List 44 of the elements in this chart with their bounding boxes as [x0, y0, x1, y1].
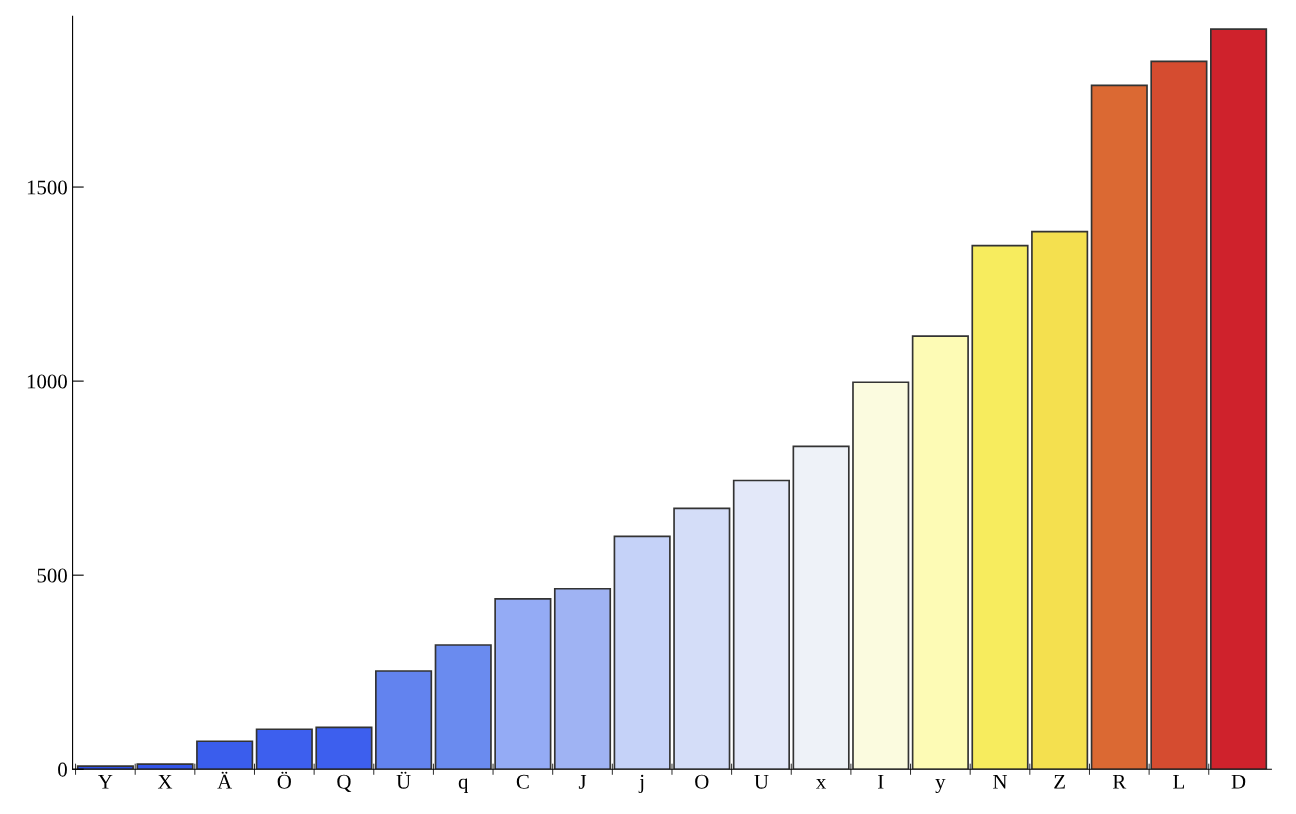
- bar: [196, 740, 254, 770]
- y-tick-label: 0: [58, 762, 67, 777]
- x-tick-label: U: [754, 774, 769, 789]
- x-tick-label: y: [935, 778, 946, 793]
- x-tick-label: N: [993, 774, 1008, 789]
- x-tick-label: Ä: [217, 771, 233, 789]
- bar: [1150, 60, 1208, 770]
- bar: [792, 445, 850, 770]
- x-tick-label: D: [1231, 774, 1246, 789]
- x-tick-label: x: [816, 778, 827, 789]
- x-tick-label: J: [578, 774, 587, 789]
- x-tick-label: I: [878, 774, 884, 789]
- x-tick-label: Ü: [396, 771, 411, 789]
- bar: [971, 244, 1029, 770]
- bar: [673, 507, 731, 770]
- x-tick-label: Z: [1054, 774, 1065, 789]
- x-tick-label: Q: [337, 774, 352, 792]
- x-tick-label: X: [157, 774, 173, 789]
- x-tick-label: R: [1112, 774, 1127, 789]
- y-tick-label: 500: [37, 568, 67, 583]
- x-tick-label: q: [458, 778, 469, 793]
- x-tick-label: O: [695, 774, 709, 789]
- y-tick-label: 1000: [27, 374, 67, 389]
- bar: [1090, 84, 1148, 770]
- bar: [1031, 230, 1089, 770]
- bar: [494, 598, 552, 770]
- bar: [613, 535, 671, 770]
- bar: [255, 728, 313, 770]
- x-tick-label: L: [1173, 774, 1185, 789]
- bar: [375, 670, 433, 770]
- bar: [852, 381, 910, 770]
- bar: [315, 726, 373, 770]
- bar: [434, 644, 492, 770]
- bar: [1210, 28, 1268, 770]
- x-tick-label: Y: [98, 774, 113, 789]
- bar: [553, 587, 612, 770]
- bar: [136, 763, 194, 770]
- x-tick-label: C: [516, 774, 529, 789]
- bar: [911, 335, 969, 770]
- x-tick-label: Ö: [277, 771, 291, 789]
- bar: [732, 479, 791, 770]
- y-tick-label: 1500: [27, 180, 67, 195]
- bar: [76, 765, 134, 770]
- x-tick-label: j: [638, 774, 644, 793]
